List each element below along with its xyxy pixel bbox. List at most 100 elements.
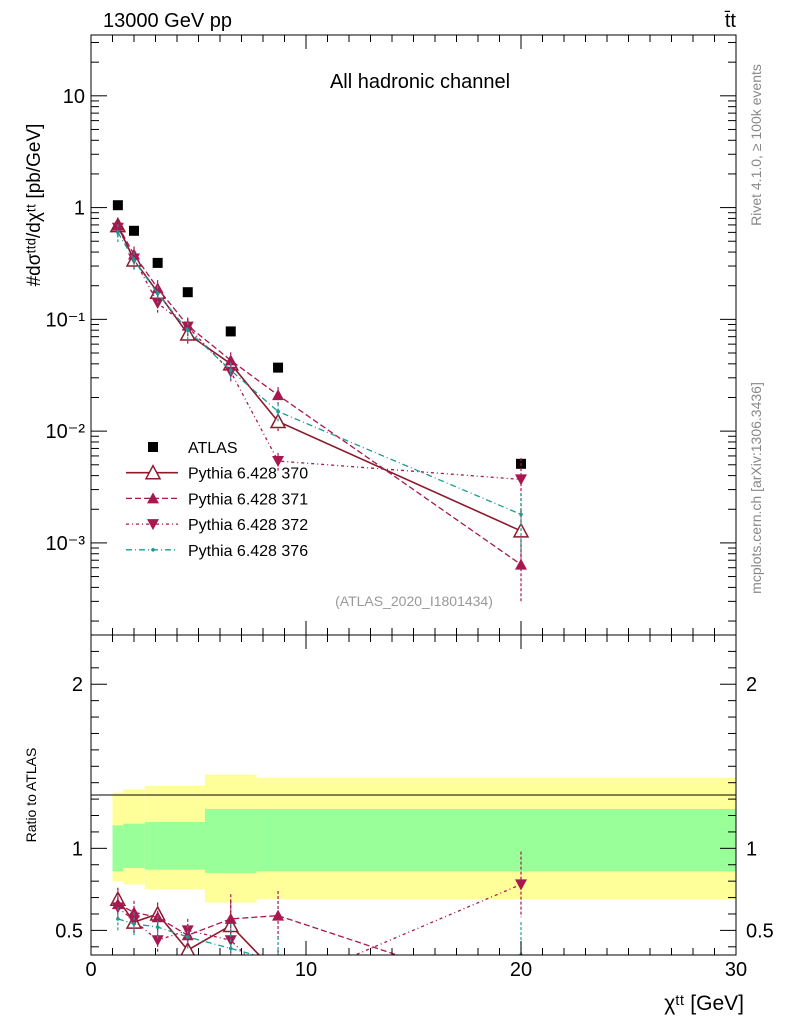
main-data-point [515,474,527,486]
ratio-data-point [272,909,285,921]
main-data-point [224,354,237,366]
legend-marker [144,464,162,480]
main-y-tick-label: 10⁻² [46,421,86,443]
x-tick-label: 30 [725,959,747,981]
ratio-data-point [155,925,160,929]
ratio-series-2 [111,891,527,1001]
ratio-data-point [276,960,280,964]
main-series-1 [109,217,530,570]
main-data-point [132,258,136,262]
ratio-bands [112,774,736,903]
main-data-point [152,257,163,268]
ratio-y-tick-labels: 0.5 0.5 1 1 2 2 [55,674,774,942]
ratio-panel: 0.5 0.5 1 1 2 2 [55,634,774,1001]
ratio-y-tick-label: 0.5 [55,920,83,942]
side-text-top-group: Rivet 4.1.0, ≥ 100k events [748,64,764,226]
main-series-clipped [109,200,530,604]
ratio-y-tick-label-right: 0.5 [746,920,774,942]
legend-entry: Pythia 6.428 370 [126,464,308,483]
main-axis-ticks [90,35,737,635]
main-y-tick-label: 1 [74,198,85,220]
x-tick-label: 10 [295,959,317,981]
main-data-point [129,225,139,236]
main-series-4 [116,224,523,554]
x-tick-labels: 0 10 20 30 [85,959,747,981]
side-text-mcplots: mcplots.cern.ch [arXiv:1306.3436] [748,382,764,594]
main-data-point [515,558,527,570]
main-panel: 10⁻³ 10⁻² 10⁻¹ 1 10 All hadronic channel (AT… [46,34,737,636]
ratio-data-point [515,990,527,1001]
ratio-y-tick-label-right: 2 [746,674,757,696]
main-data-point [225,326,236,337]
ratio-data-point [128,915,140,927]
legend-marker [147,492,159,504]
ratio-data-point [271,968,285,981]
ratio-data-point [180,941,196,955]
ratio-y-tick-label-right: 1 [746,838,757,860]
main-series-group [109,200,530,604]
main-data-point [273,362,284,373]
ratio-series-line [117,883,522,955]
main-y-tick-label: 10 [63,86,85,108]
ratio-series-line [117,898,261,955]
legend: ATLAS Pythia 6.428 370 Pythia 6.428 371 Pyt… [126,440,308,560]
legend-entry: Pythia 6.428 371 [126,491,308,508]
legend-entry: Pythia 6.428 376 [126,543,308,560]
ratio-data-point [132,922,136,926]
main-series-2 [111,217,527,604]
main-data-point [155,291,160,296]
main-data-point [151,298,164,310]
main-data-point [228,368,233,373]
ratio-axis-ticks [90,635,737,955]
analysis-label: (ATLAS_2020_I1801434) [335,593,493,609]
x-axis-label: χᵗᵗ [GeV] [664,992,744,1015]
ratio-data-point [515,879,527,891]
legend-marker [147,519,159,531]
main-y-tick-label: 10⁻³ [46,533,86,555]
main-data-point [519,512,523,517]
main-data-point [116,230,120,235]
ratio-series-line [117,903,400,955]
ratio-band-inner [144,822,171,870]
ratio-data-point [185,935,190,939]
main-data-point [111,222,124,234]
legend-marker [148,442,158,452]
ratio-y-tick-label: 2 [72,674,83,696]
main-data-point [185,328,190,332]
main-y-tick-labels: 10⁻³ 10⁻² 10⁻¹ 1 10 [46,86,86,555]
ratio-y-axis-label: Ratio to ATLAS [23,748,39,843]
main-data-point [272,456,285,468]
side-text-bottom-group: mcplots.cern.ch [arXiv:1306.3436] [748,382,764,594]
main-data-point [112,200,123,211]
ratio-series-clipped [109,851,527,1001]
ratio-y-tick-label: 1 [72,838,83,860]
legend-label: ATLAS [188,440,238,457]
main-series-line [117,225,522,532]
main-data-point [224,366,237,378]
ratio-series-group [109,851,527,1001]
x-tick-label: 0 [85,959,96,981]
legend-label: Pythia 6.428 376 [188,543,308,560]
ratio-band-inner [112,825,124,872]
ratio-data-point [116,917,120,921]
legend-entry: Pythia 6.428 372 [126,517,308,534]
main-series-line [117,227,522,481]
ratio-series-1 [109,887,522,981]
main-y-tick-label: 10⁻¹ [46,309,86,331]
main-series-line [117,232,522,515]
ratio-data-point [151,935,164,947]
ratio-band-inner [204,808,257,873]
main-data-point [276,409,280,414]
ratio-band-inner [123,823,145,869]
legend-label: Pythia 6.428 370 [188,466,308,483]
legend-entry: ATLAS [148,440,238,457]
main-data-point [272,389,285,401]
legend-label: Pythia 6.428 371 [188,491,308,508]
header-energy-label: 13000 GeV pp [103,10,232,32]
ratio-y-axis-label-group: Ratio to ATLAS [23,748,39,843]
x-tick-label: 20 [510,959,532,981]
ratio-band-inner [256,808,736,872]
main-data-point [182,287,193,298]
main-y-axis-label: #dσᵗᵗᵈ/dχᵗᵗ [pb/GeV] [24,124,45,287]
